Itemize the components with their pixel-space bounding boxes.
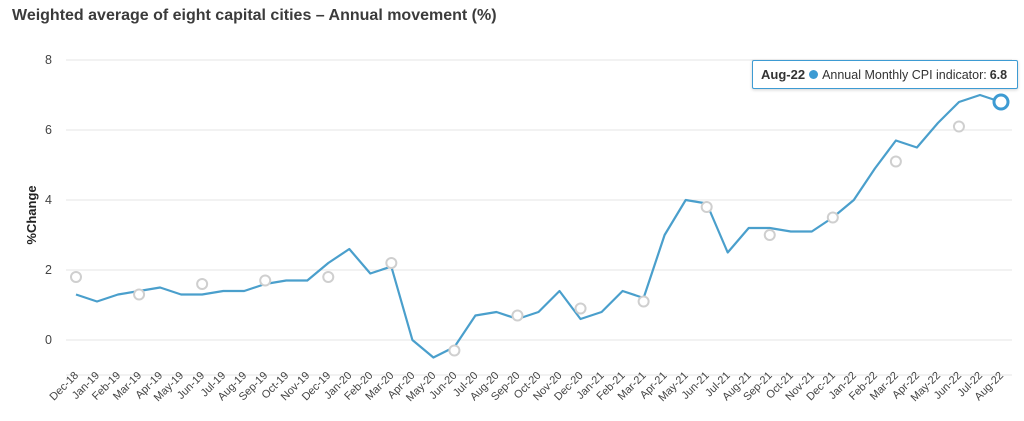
y-axis-ticks: 0 2 4 6 8 (45, 53, 52, 347)
quarterly-marker[interactable] (574, 302, 587, 315)
quarterly-marker[interactable] (70, 271, 82, 283)
y-axis-label: %Change (24, 185, 39, 244)
tooltip-series-label: Annual Monthly CPI indicator: (822, 67, 987, 82)
quarterly-marker[interactable] (700, 201, 713, 213)
chart-tooltip: Aug-22 Annual Monthly CPI indicator: 6.8 (752, 60, 1018, 89)
quarterly-marker[interactable] (889, 155, 902, 168)
tooltip-category: Aug-22 (761, 67, 806, 82)
quarterly-marker[interactable] (511, 309, 524, 322)
quarterly-marker[interactable] (322, 271, 335, 283)
quarterly-marker[interactable] (196, 278, 209, 290)
highlight-marker[interactable] (992, 93, 1010, 111)
quarterly-marker[interactable] (637, 295, 650, 308)
tooltip-value: 6.8 (989, 67, 1008, 82)
quarterly-marker[interactable] (826, 211, 839, 224)
quarterly-marker[interactable] (259, 274, 272, 287)
series-dot-icon (809, 70, 819, 79)
grid-lines (66, 59, 1012, 376)
quarterly-marker[interactable] (448, 344, 461, 357)
quarterly-markers (70, 120, 965, 357)
quarterly-marker[interactable] (763, 229, 776, 241)
y-tick-label: 2 (45, 263, 52, 277)
y-tick-label: 0 (45, 333, 52, 347)
y-tick-label: 6 (45, 123, 52, 137)
series-line-cpi[interactable] (75, 93, 1002, 359)
highlighted-point[interactable] (992, 93, 1010, 111)
quarterly-marker[interactable] (952, 120, 965, 133)
quarterly-marker[interactable] (133, 288, 146, 301)
y-tick-label: 4 (45, 193, 52, 207)
y-tick-label: 8 (45, 53, 52, 67)
quarterly-marker[interactable] (385, 257, 398, 269)
chart-title: Weighted average of eight capital cities… (12, 7, 497, 24)
